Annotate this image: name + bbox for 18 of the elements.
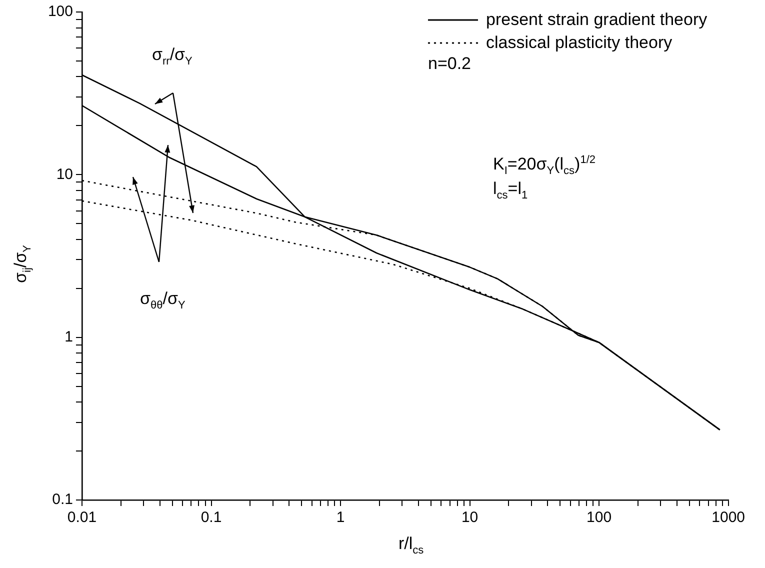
- x-tick-label: 1: [336, 509, 345, 526]
- legend-label: classical plasticity theory: [486, 32, 672, 52]
- x-axis-title: r/l$_{cs}$: [398, 534, 424, 556]
- annotation: l$_{cs}$=l$_{1}$: [493, 179, 528, 202]
- x-tick-label: 0.1: [200, 509, 222, 526]
- x-tick-label: 10: [461, 509, 478, 526]
- y-tick-label: 10: [56, 166, 73, 183]
- annotation: σ$_{θθ}$/σ$_{Y}$: [140, 289, 186, 312]
- annotation: n=0.2: [428, 54, 472, 73]
- legend-label: present strain gradient theory: [486, 10, 708, 30]
- y-tick-label: 1: [64, 328, 73, 346]
- x-tick-label: 0.01: [67, 509, 97, 526]
- y-tick-label: 100: [48, 3, 73, 20]
- annotation: K$_{I}$=20σ$_{Y}$(l$_{cs}$)$^{1/2}$: [493, 154, 596, 178]
- x-tick-label: 100: [586, 509, 612, 526]
- annotation: σ$_{rr}$/σ$_{Y}$: [152, 45, 192, 68]
- y-tick-label: 0.1: [52, 491, 73, 508]
- x-tick-label: 1000: [712, 509, 746, 526]
